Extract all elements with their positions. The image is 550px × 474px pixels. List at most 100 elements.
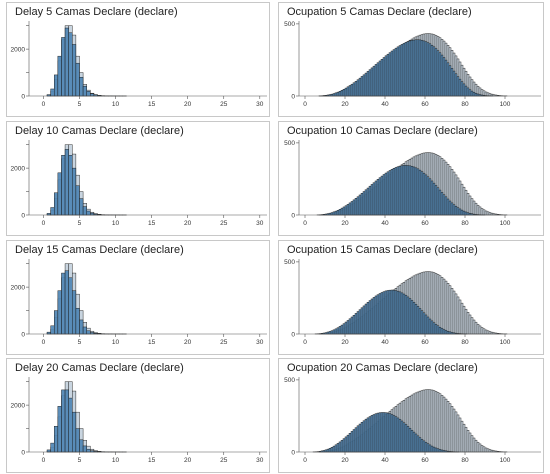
histogram-bar <box>64 270 69 335</box>
histogram-bar <box>478 206 482 216</box>
histogram-bar <box>390 50 394 97</box>
x-tick-label: 40 <box>381 457 389 464</box>
histogram-bar <box>412 39 416 97</box>
histogram-bar <box>432 446 436 453</box>
x-tick-label: 100 <box>500 101 511 108</box>
histogram-bar <box>474 439 478 453</box>
chart-title: Delay 20 Camas Declare (declare) <box>15 362 184 374</box>
histogram-bar <box>426 42 430 97</box>
histogram-bar <box>86 330 91 335</box>
histogram-bar <box>420 310 424 335</box>
histogram-bar <box>436 274 440 335</box>
histogram-bar <box>336 91 340 97</box>
histogram-bar <box>438 52 442 97</box>
histogram-bar <box>466 429 470 453</box>
histogram-bar <box>454 293 458 335</box>
histogram-bar <box>334 444 338 453</box>
histogram-bar <box>61 155 66 216</box>
histogram-bar <box>466 311 470 335</box>
histogram-bar <box>82 206 87 216</box>
histogram-bar <box>82 85 87 97</box>
histogram-bar <box>330 447 334 453</box>
histogram-bar <box>440 449 444 453</box>
histogram-bar <box>452 408 456 453</box>
x-tick-label: 0 <box>42 457 46 464</box>
histogram-bar <box>79 439 84 453</box>
histogram-bar <box>374 413 378 453</box>
histogram-bar <box>358 423 362 453</box>
histogram-bar <box>350 83 354 97</box>
histogram-bar <box>79 77 84 97</box>
histogram-bar <box>396 166 400 216</box>
histogram-bar <box>372 182 376 216</box>
histogram-bar <box>420 439 424 453</box>
histogram-bar <box>486 211 490 216</box>
histogram-bar <box>458 417 462 453</box>
histogram-bar <box>388 52 392 97</box>
histogram-bar <box>408 165 412 216</box>
x-tick-label: 60 <box>421 339 429 346</box>
histogram-bar <box>338 441 342 453</box>
chart-title: Ocupation 5 Camas Declare (declare) <box>287 6 472 18</box>
histogram-bar <box>328 331 332 335</box>
y-tick-label: 0 <box>21 212 25 219</box>
histogram-bar <box>414 304 418 335</box>
histogram-bar <box>328 448 332 453</box>
histogram-bar <box>468 195 472 216</box>
histogram-bar <box>362 74 366 97</box>
histogram-bar <box>336 210 340 216</box>
histogram-bar <box>386 53 390 97</box>
histogram-bar <box>448 65 452 97</box>
y-tick-label: 2000 <box>11 165 26 172</box>
histogram-bar <box>474 321 478 335</box>
histogram-bar <box>360 76 364 97</box>
histogram-bar <box>380 175 384 216</box>
histogram-bar <box>332 211 336 216</box>
histogram-bar <box>362 305 366 335</box>
x-tick-label: 60 <box>421 220 429 227</box>
histogram-bar <box>350 431 354 453</box>
histogram-bar <box>356 425 360 453</box>
histogram-bar <box>368 416 372 453</box>
histogram-bar <box>422 40 426 97</box>
histogram-bar <box>57 55 62 97</box>
histogram-bar <box>348 85 352 97</box>
histogram-bar <box>474 93 478 97</box>
histogram-bar <box>86 448 91 453</box>
series-dark-group <box>46 27 127 97</box>
histogram-bar <box>450 406 454 453</box>
x-tick-label: 25 <box>220 101 228 108</box>
histogram-bar <box>336 327 340 335</box>
histogram-bar <box>384 412 388 453</box>
histogram-bar <box>398 165 402 216</box>
histogram-bar <box>424 41 428 97</box>
histogram-bar <box>454 411 458 453</box>
histogram-bar <box>330 330 334 335</box>
histogram-bar <box>366 302 370 335</box>
histogram-bar <box>82 326 87 335</box>
histogram-bar <box>438 393 442 453</box>
histogram-bar <box>444 330 448 335</box>
histogram-bar <box>486 448 490 453</box>
x-tick-label: 40 <box>381 339 389 346</box>
histogram-bar <box>370 184 374 216</box>
histogram-bar <box>412 166 416 216</box>
histogram-bar <box>470 90 474 97</box>
histogram-bar <box>462 83 466 97</box>
x-tick-label: 5 <box>78 220 82 227</box>
histogram-bar <box>488 93 492 97</box>
histogram-bar <box>404 165 408 216</box>
histogram-bar <box>354 81 358 97</box>
histogram-bar <box>488 212 492 216</box>
histogram-bar <box>436 325 440 335</box>
histogram-bar <box>356 79 360 97</box>
chart-panel-3: Delay 10 Camas Declare (declare) 0 5 10 15 20… <box>6 121 270 236</box>
histogram-bar <box>414 167 418 216</box>
histogram-bar <box>326 448 330 453</box>
histogram-bar <box>446 198 450 216</box>
histogram-bar <box>468 89 472 97</box>
histogram-bar <box>418 308 422 335</box>
histogram-bar <box>470 317 474 335</box>
histogram-bar <box>466 87 470 97</box>
histogram-bar <box>464 211 468 216</box>
